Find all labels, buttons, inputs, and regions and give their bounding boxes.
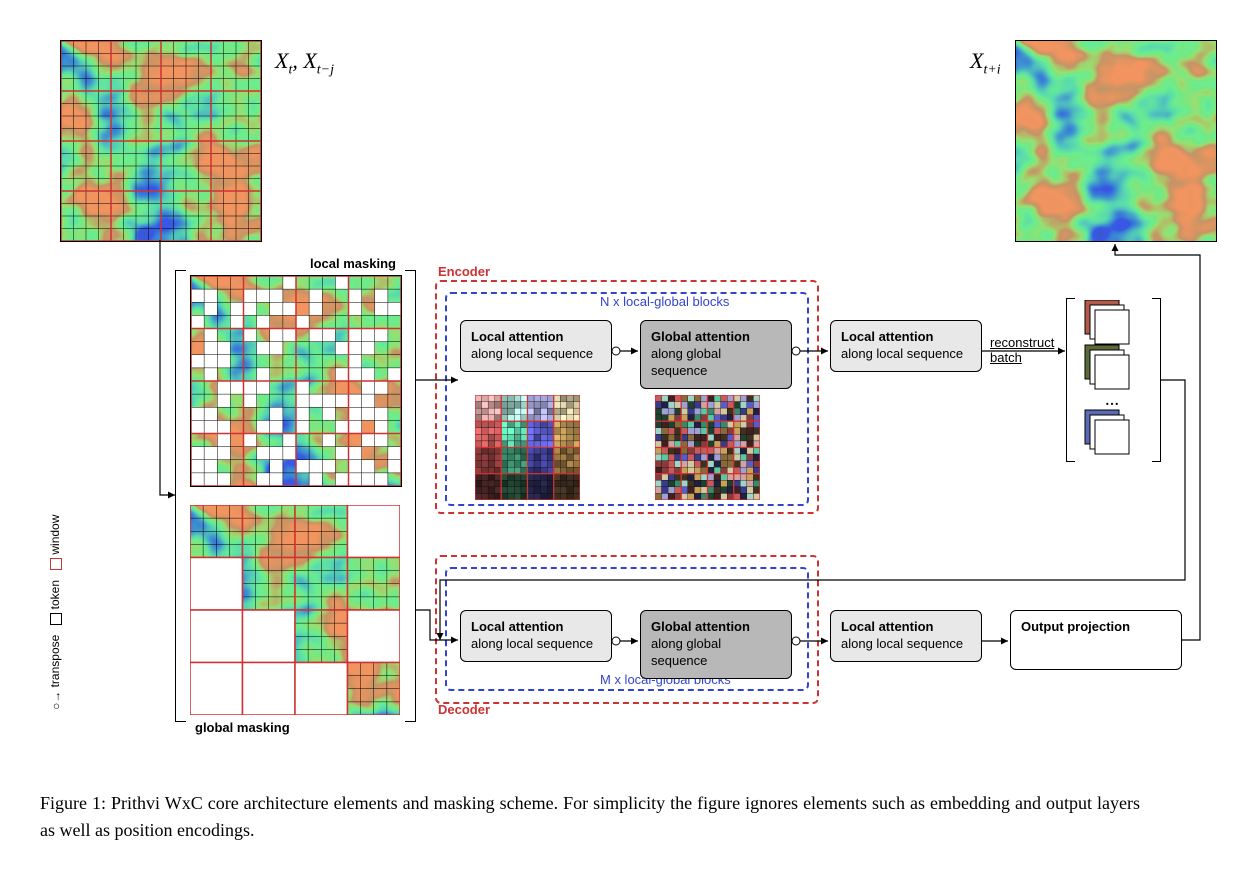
figure-container: Xt, Xt−j Xt+i ○→ transpose token window … [40,40,1196,760]
local-masking-label: local masking [310,256,396,271]
n-blocks-label: N x local-global blocks [600,294,729,309]
legend-transpose: transpose [48,635,62,688]
global-masking-label: global masking [195,720,290,735]
global-masking-image [190,505,400,715]
input-heatmap [60,40,262,242]
legend-token: token [48,580,62,609]
caption-number: Figure 1: [40,793,106,813]
output-projection-block: Output projection [1010,610,1182,670]
local-masking-image [190,275,402,487]
local-attn-pattern [475,395,580,500]
bracket-left [175,270,186,722]
encoder-local-attn: Local attention along local sequence [460,320,612,372]
decoder-local-title: Local attention [471,619,601,636]
decoder-local-attn-2: Local attention along local sequence [830,610,982,662]
stack-bracket-left [1066,298,1075,462]
global-attn-pattern [655,395,760,500]
decoder-local-sub: along local sequence [471,636,601,653]
legend-window: window [48,515,62,555]
stack-bracket-right [1152,298,1161,462]
decoder-global-sub: along global sequence [651,636,781,670]
decoder-local-attn: Local attention along local sequence [460,610,612,662]
encoder-local-title: Local attention [471,329,601,346]
output-math-label: Xt+i [970,48,1001,78]
vertical-legend: ○→ transpose token window [48,515,63,710]
svg-text:…: … [1105,394,1119,409]
reconstruct-label: reconstruct batch [990,335,1054,365]
encoder-local2-sub: along local sequence [841,346,971,363]
encoder-label: Encoder [438,264,490,279]
decoder-global-attn: Global attention along global sequence [640,610,792,679]
bracket-right [405,270,416,722]
stack-icon: … [1075,300,1155,460]
encoder-local-attn-2: Local attention along local sequence [830,320,982,372]
decoder-label: Decoder [438,702,490,717]
figure-caption: Figure 1: Prithvi WxC core architecture … [40,790,1140,844]
caption-text: Prithvi WxC core architecture elements a… [40,793,1140,840]
encoder-global-title: Global attention [651,329,781,346]
encoder-global-sub: along global sequence [651,346,781,380]
encoder-local2-title: Local attention [841,329,971,346]
decoder-global-title: Global attention [651,619,781,636]
output-heatmap [1015,40,1217,242]
decoder-local2-sub: along local sequence [841,636,971,653]
decoder-local2-title: Local attention [841,619,971,636]
encoder-global-attn: Global attention along global sequence [640,320,792,389]
output-proj-title: Output projection [1021,619,1171,636]
encoder-local-sub: along local sequence [471,346,601,363]
input-math-label: Xt, Xt−j [275,48,334,78]
